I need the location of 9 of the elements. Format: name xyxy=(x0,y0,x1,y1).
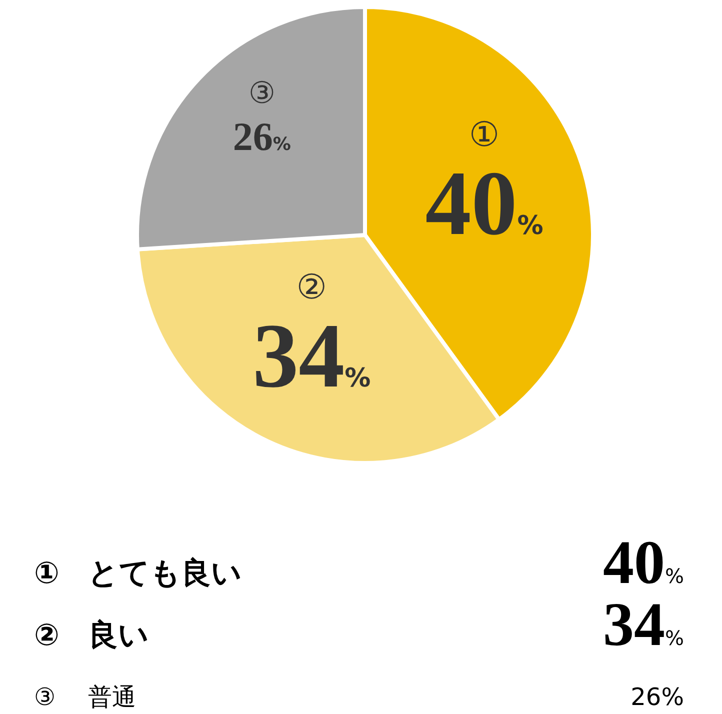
text: 26% xyxy=(630,683,684,711)
slice-label: ③ xyxy=(248,76,276,112)
category-label: ① xyxy=(34,556,60,591)
data-label: 26% xyxy=(232,114,291,160)
text: 良い xyxy=(88,618,149,653)
category-label: ② xyxy=(34,618,60,653)
text: とても良い xyxy=(88,556,242,591)
text: 普通 xyxy=(88,683,136,711)
category-label: ③ xyxy=(34,683,56,711)
